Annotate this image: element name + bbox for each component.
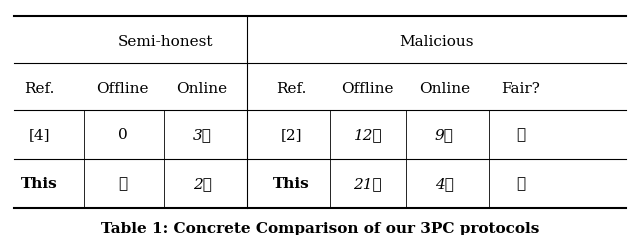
Text: Offline: Offline: [96, 82, 148, 96]
Text: 9ℓ: 9ℓ: [435, 128, 454, 142]
Text: 21ℓ: 21ℓ: [353, 177, 382, 191]
Text: [2]: [2]: [280, 128, 302, 142]
Text: ✗: ✗: [516, 128, 525, 142]
Text: Ref.: Ref.: [24, 82, 55, 96]
Text: 12ℓ: 12ℓ: [353, 128, 382, 142]
Text: ✓: ✓: [516, 177, 525, 191]
Text: Fair?: Fair?: [501, 82, 540, 96]
Text: Ref.: Ref.: [276, 82, 307, 96]
Text: Semi-honest: Semi-honest: [118, 35, 213, 49]
Text: 4ℓ: 4ℓ: [435, 177, 454, 191]
Text: Table 1: Concrete Comparison of our 3PC protocols: Table 1: Concrete Comparison of our 3PC …: [101, 222, 539, 235]
Text: This: This: [21, 177, 58, 191]
Text: This: This: [273, 177, 310, 191]
Text: 0: 0: [118, 128, 127, 142]
Text: 2ℓ: 2ℓ: [193, 177, 212, 191]
Text: Online: Online: [419, 82, 470, 96]
Text: ℓ: ℓ: [118, 177, 127, 191]
Text: Malicious: Malicious: [399, 35, 474, 49]
Text: [4]: [4]: [29, 128, 51, 142]
Text: Online: Online: [177, 82, 228, 96]
Text: Offline: Offline: [342, 82, 394, 96]
Text: 3ℓ: 3ℓ: [193, 128, 212, 142]
